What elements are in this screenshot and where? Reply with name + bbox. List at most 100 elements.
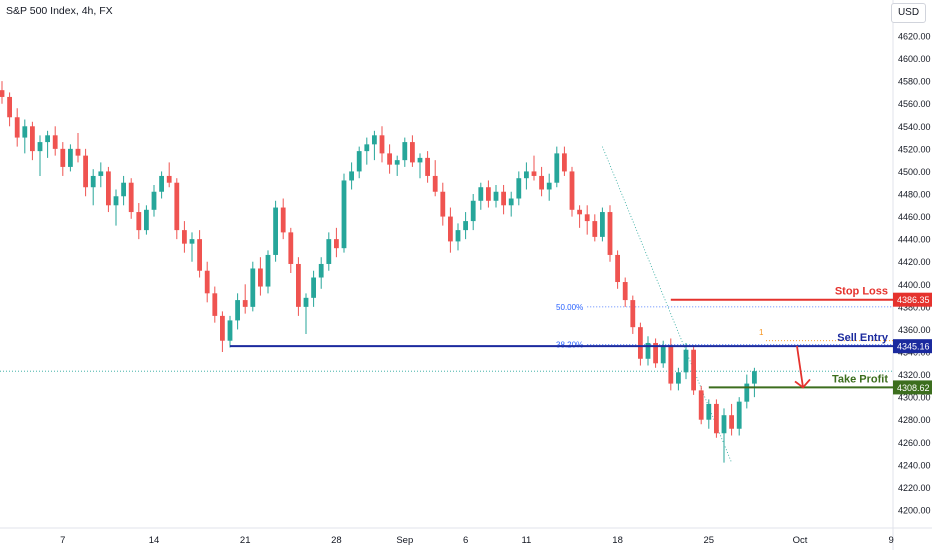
candle-body [417,157,423,163]
candle-body [691,349,696,391]
price-tick-label: 4560.00 [898,99,931,109]
time-tick-label: 7 [60,535,65,546]
candle-body [242,300,248,307]
candle-body [721,415,727,434]
fib-annotation-label: 1 [759,328,764,337]
price-tick-label: 4240.00 [898,460,931,470]
candle-body [83,155,88,188]
candle-body [516,178,522,199]
candle-body [394,160,400,165]
time-tick-label: 6 [463,535,468,546]
candle-body [288,232,294,264]
candle-body [432,175,438,192]
price-tick-label: 4260.00 [898,438,931,448]
level-name-sell-entry: Sell Entry [837,332,889,344]
candle-body [235,300,240,321]
price-tick-label: 4360.00 [898,325,931,335]
candle-body [280,207,286,233]
price-tick-label: 4540.00 [898,122,931,132]
time-tick-label: Sep [396,535,413,546]
candle-body [0,90,5,97]
projection-arrow-head [794,378,811,389]
candle-body [258,268,263,287]
candle-body [622,282,628,301]
candle-body [410,142,415,163]
candle-body [698,390,704,420]
time-tick-label: 25 [704,535,715,546]
candle-body [311,277,316,298]
candle-body [653,342,658,364]
candle-body [714,403,719,434]
price-tick-label: 4300.00 [898,393,931,403]
candle-body [75,148,81,156]
candle-body [220,315,225,341]
time-tick-label: 11 [521,535,531,546]
price-tick-label: 4520.00 [898,144,931,154]
candle-body [227,320,233,341]
candle-body [68,148,73,167]
candle-body [197,239,202,271]
candle-body [463,221,468,231]
price-tick-label: 4280.00 [898,415,931,425]
candle-body [706,403,712,420]
candle-body [600,212,605,237]
candle-body [364,144,370,152]
candle-body [113,196,119,206]
candle-body [60,148,66,167]
candle-body [531,171,537,176]
price-badge-bg [893,339,932,354]
time-tick-label: 18 [612,535,623,546]
candle-body [189,239,195,244]
candle-body [455,230,461,242]
candle-body [554,153,560,183]
candle-body [121,182,126,197]
candle-body [448,216,453,242]
candle-body [341,180,347,249]
fib-level-label: 38.20% [556,341,583,350]
candle-body [204,270,210,294]
candle-body [425,157,430,176]
currency-button[interactable]: USD [891,3,926,23]
price-tick-label: 4620.00 [898,32,931,42]
candle-body [638,327,643,359]
candle-body [318,263,324,278]
candle-body [660,345,666,364]
candle-body [539,175,544,190]
level-name-take-profit: Take Profit [832,373,888,385]
candle-body [683,349,689,373]
candle-body [144,209,149,231]
price-tick-label: 4480.00 [898,190,931,200]
candle-body [174,182,180,231]
candle-body [470,200,476,222]
candle-body [37,142,43,152]
candle-body [501,191,506,206]
candle-body [14,117,20,138]
candle-body [562,153,567,172]
candle-body [98,171,104,176]
candle-body [493,191,499,201]
candle-body [52,135,58,149]
candle-body [372,135,377,145]
candle-body [250,268,256,307]
price-tick-label: 4460.00 [898,212,931,222]
price-tick-label: 4580.00 [898,77,931,87]
candle-body [729,415,734,429]
candle-body [584,214,590,222]
candle-body [296,263,301,307]
level-name-stop-loss: Stop Loss [835,286,888,298]
candle-body [752,371,757,384]
price-tick-label: 4420.00 [898,257,931,267]
candle-body [356,151,362,172]
candle-body [45,135,50,143]
candle-body [630,300,636,328]
candle-body [349,171,354,181]
projection-arrow-shaft [796,346,804,388]
candle-body [326,239,332,264]
price-tick-label: 4500.00 [898,167,931,177]
candle-body [334,239,339,249]
candle-body [478,187,484,201]
time-tick-label: 14 [149,535,160,546]
candle-body [524,171,529,179]
chart-title: S&P 500 Index, 4h, FX [6,5,113,17]
